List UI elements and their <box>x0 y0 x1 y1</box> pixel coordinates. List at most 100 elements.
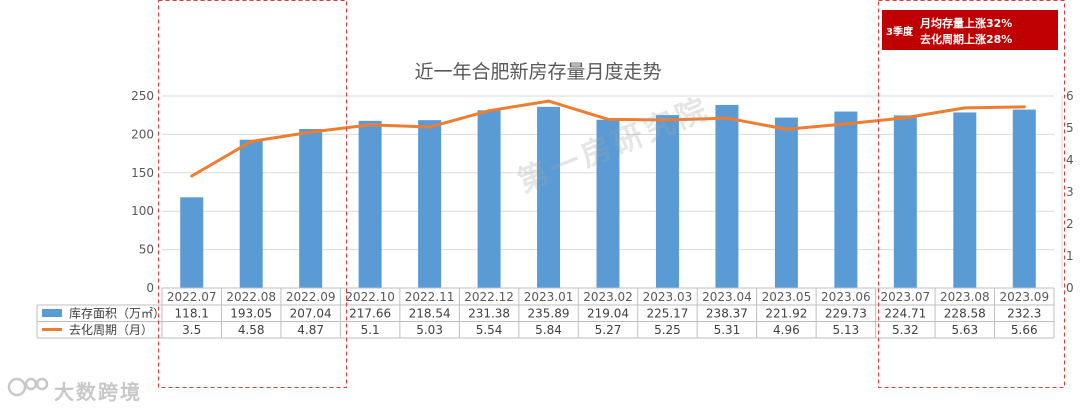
bar <box>1012 109 1036 288</box>
table-cell-stock: 219.04 <box>587 307 629 321</box>
bar <box>715 104 739 288</box>
legend-bar-name: 库存面积（万㎡） <box>69 306 165 321</box>
line-point <box>249 139 253 143</box>
y-tick-right: 4 <box>1066 153 1074 167</box>
x-tick-label: 2023.07 <box>881 290 931 304</box>
table-cell-cycle: 5.84 <box>535 323 562 337</box>
y-tick-left: 0 <box>146 281 154 295</box>
highlight-box-right <box>878 0 1065 388</box>
bar <box>239 139 263 288</box>
table-cell-stock: 118.1 <box>175 307 209 321</box>
line-point <box>1022 105 1026 109</box>
table-cell-cycle: 5.03 <box>416 323 443 337</box>
table-cell-cycle: 4.96 <box>773 323 800 337</box>
line-point <box>784 127 788 131</box>
line-point <box>606 117 610 121</box>
quarter-callout: 3季度 月均存量上涨32% 去化周期上涨28% <box>882 10 1058 50</box>
bar <box>655 115 679 288</box>
table-cell-stock: 225.17 <box>646 307 688 321</box>
y-axis-right: 0 1 2 3 4 5 6 <box>1061 89 1074 295</box>
x-tick-label: 2022.07 <box>167 290 217 304</box>
table-cell-cycle: 5.1 <box>361 323 380 337</box>
line-point <box>963 106 967 110</box>
y-tick-right: 1 <box>1066 249 1074 263</box>
callout-line-2: 去化周期上涨28% <box>920 33 1013 46</box>
y-axis-left: 0 50 100 150 200 250 <box>131 89 154 295</box>
y-tick-left: 200 <box>131 127 154 141</box>
table-cell-cycle: 5.63 <box>951 323 978 337</box>
x-tick-label: 2023.05 <box>762 290 812 304</box>
table-cell-cycle: 5.27 <box>595 323 622 337</box>
watermark-corner-text: 大数跨境 <box>54 380 142 404</box>
table-cell-stock: 235.89 <box>528 307 570 321</box>
table-cell-cycle: 3.5 <box>182 323 201 337</box>
bar <box>477 110 501 288</box>
bar <box>180 197 204 288</box>
table-cell-stock: 217.66 <box>349 307 391 321</box>
line-point <box>547 99 551 103</box>
table-cell-stock: 232.3 <box>1007 307 1041 321</box>
bar <box>299 128 323 288</box>
x-tick-label: 2023.01 <box>524 290 574 304</box>
watermark-logo-icon <box>7 377 49 397</box>
bar <box>418 120 442 288</box>
y-tick-right: 6 <box>1066 89 1074 103</box>
table-cell-stock: 221.92 <box>765 307 807 321</box>
data-table: 2022.07 2022.08 2022.09 2022.10 2022.11 2022.… <box>36 287 1055 339</box>
x-tick-label: 2023.09 <box>999 290 1049 304</box>
table-cell-cycle: 4.87 <box>297 323 324 337</box>
x-tick-label: 2022.12 <box>464 290 514 304</box>
x-tick-label: 2023.08 <box>940 290 990 304</box>
bar <box>893 115 917 288</box>
y-tick-right: 2 <box>1066 217 1074 231</box>
table-cell-cycle: 5.31 <box>714 323 741 337</box>
legend-bar-swatch <box>42 309 62 317</box>
y-tick-right: 0 <box>1066 281 1074 295</box>
line-point <box>368 123 372 127</box>
x-tick-label: 2023.03 <box>643 290 693 304</box>
bar <box>953 112 977 288</box>
x-tick-label: 2022.09 <box>286 290 336 304</box>
line-point <box>665 118 669 122</box>
table-cell-stock: 224.71 <box>884 307 926 321</box>
x-tick-label: 2022.10 <box>345 290 395 304</box>
line-point <box>487 109 491 113</box>
bar <box>358 120 382 288</box>
table-cell-cycle: 5.13 <box>833 323 860 337</box>
highlight-boxes <box>158 0 1065 388</box>
line-point <box>309 130 313 134</box>
bar-series <box>180 104 1036 289</box>
highlight-box-left <box>158 0 347 388</box>
bar <box>537 106 561 288</box>
x-tick-label: 2022.08 <box>226 290 276 304</box>
line-point <box>844 122 848 126</box>
x-tick-label: 2023.02 <box>583 290 633 304</box>
x-tick-label: 2022.11 <box>405 290 455 304</box>
x-tick-label: 2023.04 <box>702 290 752 304</box>
table-cell-cycle: 5.66 <box>1011 323 1038 337</box>
y-tick-left: 250 <box>131 89 154 103</box>
table-cell-stock: 207.04 <box>290 307 332 321</box>
bar <box>596 119 620 288</box>
table-cell-stock: 228.58 <box>944 307 986 321</box>
line-point <box>190 174 194 178</box>
table-cell-cycle: 5.54 <box>476 323 503 337</box>
table-cell-stock: 218.54 <box>409 307 451 321</box>
y-tick-right: 3 <box>1066 185 1074 199</box>
table-cell-stock: 193.05 <box>230 307 272 321</box>
x-tick-label: 2023.06 <box>821 290 871 304</box>
y-tick-right: 5 <box>1066 121 1074 135</box>
table-cell-stock: 238.37 <box>706 307 748 321</box>
table-cell-cycle: 5.32 <box>892 323 919 337</box>
chart-title: 近一年合肥新房存量月度走势 <box>414 61 661 83</box>
table-cell-cycle: 4.58 <box>238 323 265 337</box>
line-series <box>190 99 1026 178</box>
callout-line-1: 月均存量上涨32% <box>920 17 1013 30</box>
line-point <box>903 116 907 120</box>
table-cell-cycle: 5.25 <box>654 323 681 337</box>
y-tick-left: 50 <box>139 243 154 257</box>
table-cell-stock: 231.38 <box>468 307 510 321</box>
y-tick-left: 150 <box>131 166 154 180</box>
table-cell-stock: 229.73 <box>825 307 867 321</box>
